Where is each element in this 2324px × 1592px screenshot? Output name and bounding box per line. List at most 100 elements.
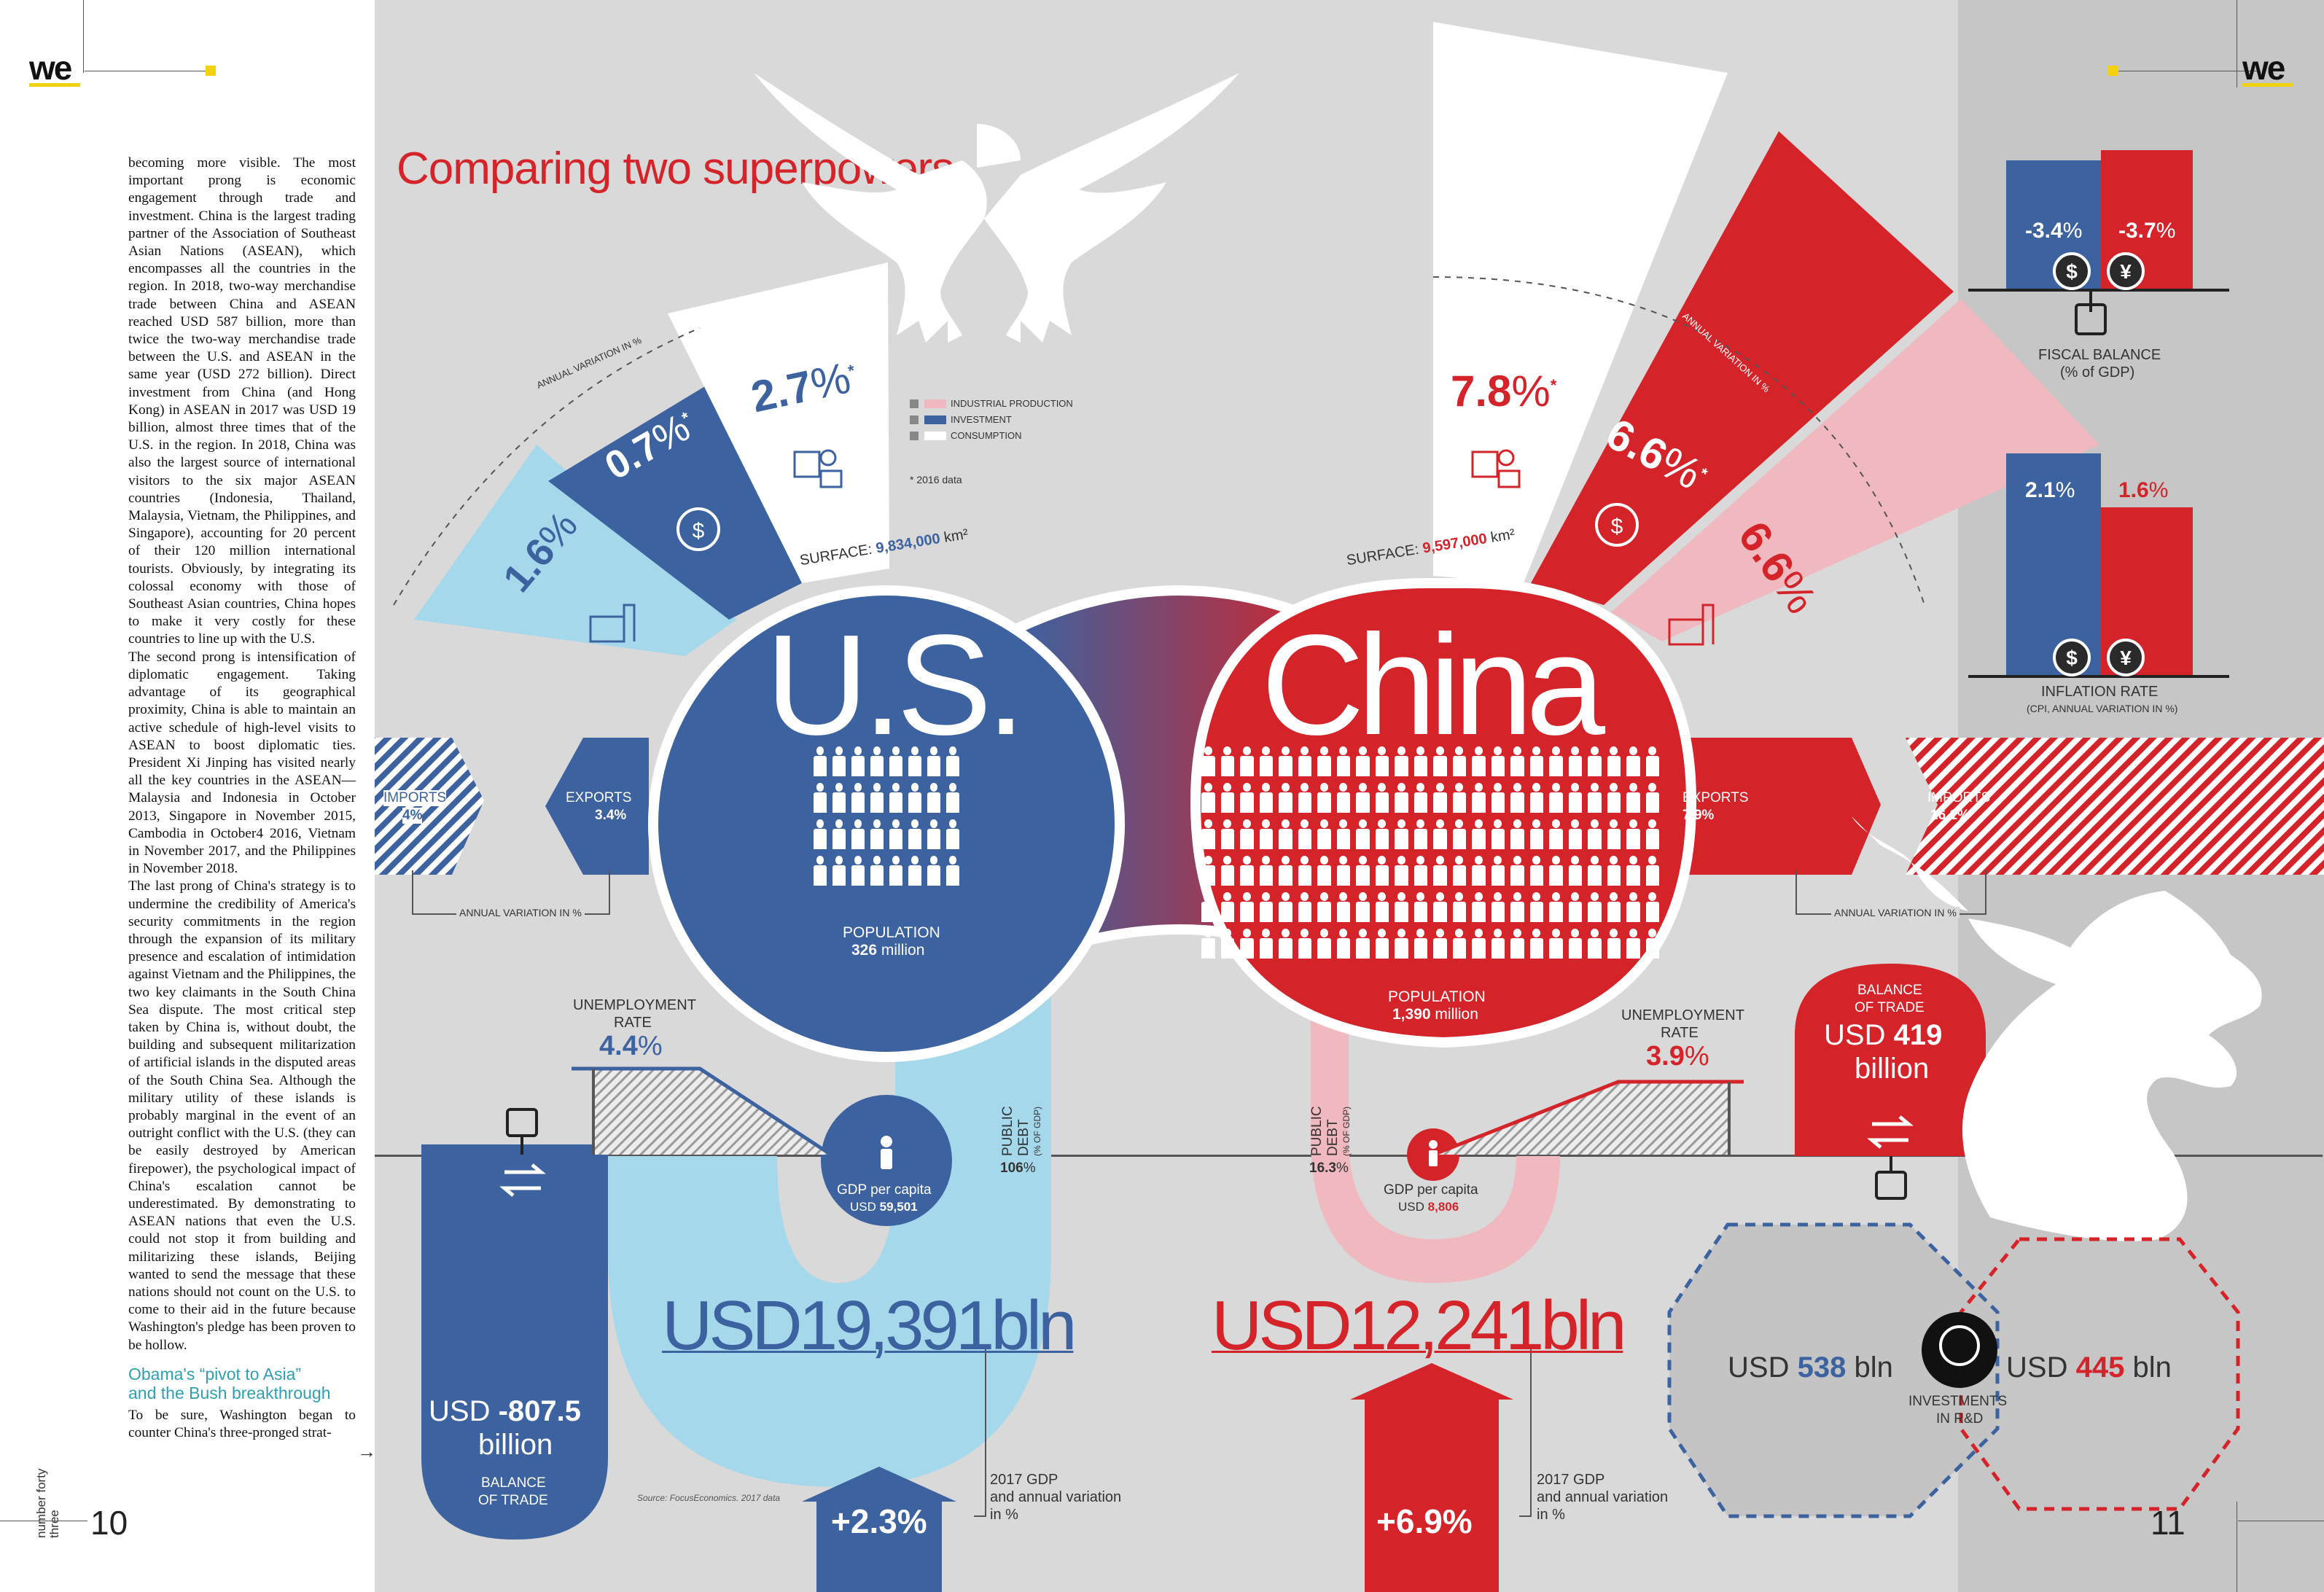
china-unemployment-line <box>1432 1080 1744 1157</box>
person-icon <box>1413 819 1427 850</box>
china-investment-slice <box>1531 131 1954 605</box>
person-icon <box>1298 819 1311 850</box>
china-balance-number: 419 <box>1893 1019 1943 1051</box>
us-annual-variation-arc <box>393 327 701 606</box>
person-icon <box>1433 929 1447 959</box>
person-icon <box>1588 892 1602 923</box>
hand-down-icon-fiscal <box>2075 292 2107 335</box>
us-balance-prefix: USD <box>429 1395 491 1427</box>
person-icon <box>832 746 846 777</box>
header-left: we <box>0 0 375 102</box>
person-icon <box>1201 929 1215 959</box>
china-public-debt-value: 16.3% <box>1309 1160 1349 1177</box>
person-icon <box>1452 856 1466 886</box>
pct-sign: % <box>1684 1041 1709 1072</box>
us-inflation-value: 2.1% <box>2025 478 2075 503</box>
person-icon <box>1279 856 1292 886</box>
inflation-label-2: (CPI, ANNUAL VARIATION IN %) <box>2027 703 2178 714</box>
china-inflation-value: 1.6% <box>2118 478 2168 503</box>
person-icon <box>927 746 940 777</box>
gdp-caption-line-3: in % <box>990 1507 1018 1523</box>
dollar-coin-icon-fiscal: $ <box>2053 252 2091 290</box>
us-gdp-pc-number: 59,501 <box>879 1200 918 1214</box>
person-icon <box>1626 746 1640 777</box>
person-icon <box>1279 746 1292 777</box>
person-icon <box>1568 856 1582 886</box>
person-icon <box>1568 892 1582 923</box>
us-industrial-slice <box>414 445 736 656</box>
fiscal-label-2: (% of GDP) <box>2060 364 2135 381</box>
person-icon <box>1336 856 1350 886</box>
us-debt-label-3: (% OF GDP) <box>1032 1107 1042 1156</box>
us-debt-label-2: DEBT <box>1016 1119 1032 1156</box>
person-icon <box>889 819 902 850</box>
person-icon <box>1336 892 1350 923</box>
person-icon <box>1375 783 1389 813</box>
us-population-number: 326 <box>851 942 878 959</box>
inflation-baseline <box>1968 675 2229 678</box>
us-population-value: 326 million <box>851 942 924 959</box>
person-icon <box>1201 746 1215 777</box>
yuan-coin-icon-fiscal: ¥ <box>2107 252 2145 290</box>
us-imports-arrow <box>375 738 484 875</box>
china-unemployment-label-1: UNEMPLOYMENT <box>1621 1007 1744 1023</box>
person-icon <box>1626 929 1640 959</box>
person-icon <box>1529 929 1543 959</box>
person-icon <box>1259 819 1273 850</box>
china-debt-label-3: (% OF GDP) <box>1341 1107 1352 1156</box>
person-icon <box>1395 929 1408 959</box>
person-icon <box>1240 746 1254 777</box>
person-icon <box>1220 746 1234 777</box>
us-gdp-total: USD19,391bln <box>662 1287 1077 1365</box>
person-icon <box>1279 819 1292 850</box>
person-icon <box>1626 856 1640 886</box>
person-icon <box>1491 892 1505 923</box>
person-icon <box>1298 929 1311 959</box>
person-icon <box>1472 746 1486 777</box>
china-imports-arrow <box>1906 738 2324 875</box>
china-gdp-growth: +6.9% <box>1376 1502 1473 1540</box>
person-icon <box>908 856 921 886</box>
person-icon <box>1413 856 1427 886</box>
pct-sign: % <box>637 1031 663 1061</box>
person-icon <box>1201 783 1215 813</box>
us-rd-value: USD 538 bln <box>1728 1351 1893 1384</box>
person-icon <box>1607 783 1621 813</box>
person-icon <box>1472 929 1486 959</box>
person-icon <box>1491 929 1505 959</box>
person-icon <box>851 819 865 850</box>
person-icon <box>1510 929 1524 959</box>
person-icon <box>1298 783 1311 813</box>
china-gdp-per-capita-label: GDP per capita <box>1384 1182 1478 1198</box>
person-icon <box>851 783 865 813</box>
legend-swatches <box>910 399 946 440</box>
person-icon <box>1607 892 1621 923</box>
us-balance-value: USD -807.5 <box>429 1395 581 1428</box>
person-icon <box>1317 746 1331 777</box>
pct-sign: % <box>1023 1160 1036 1176</box>
person-icon <box>1568 746 1582 777</box>
china-gdp-per-capita-value: USD 8,806 <box>1398 1200 1459 1214</box>
person-icon <box>889 856 902 886</box>
person-icon <box>1452 819 1466 850</box>
person-icon <box>814 856 827 886</box>
china-rd-number: 445 <box>2075 1351 2125 1384</box>
china-imports-label: IMPORTS <box>1927 790 1991 805</box>
china-population-number: 1,390 <box>1392 1006 1431 1023</box>
dollar-icon-china: $ <box>1595 503 1639 547</box>
person-icon <box>1317 929 1331 959</box>
person-icon <box>1491 856 1505 886</box>
china-consumption-number: 7.8 <box>1451 367 1512 415</box>
person-icon <box>1395 856 1408 886</box>
gdp-caption-line-3: in % <box>1537 1507 1565 1523</box>
person-icon <box>1510 892 1524 923</box>
person-icon <box>1472 892 1486 923</box>
article-last-paragraph: To be sure, Washington began to counter … <box>128 1407 356 1441</box>
svg-text:$: $ <box>2066 647 2078 669</box>
logo-right: we <box>2242 49 2285 87</box>
person-icon <box>1220 856 1234 886</box>
person-icon <box>1356 819 1370 850</box>
person-icon <box>851 746 865 777</box>
china-gdp-caption: 2017 GDP and annual variation in % <box>1537 1471 1668 1523</box>
person-icon <box>1549 746 1563 777</box>
